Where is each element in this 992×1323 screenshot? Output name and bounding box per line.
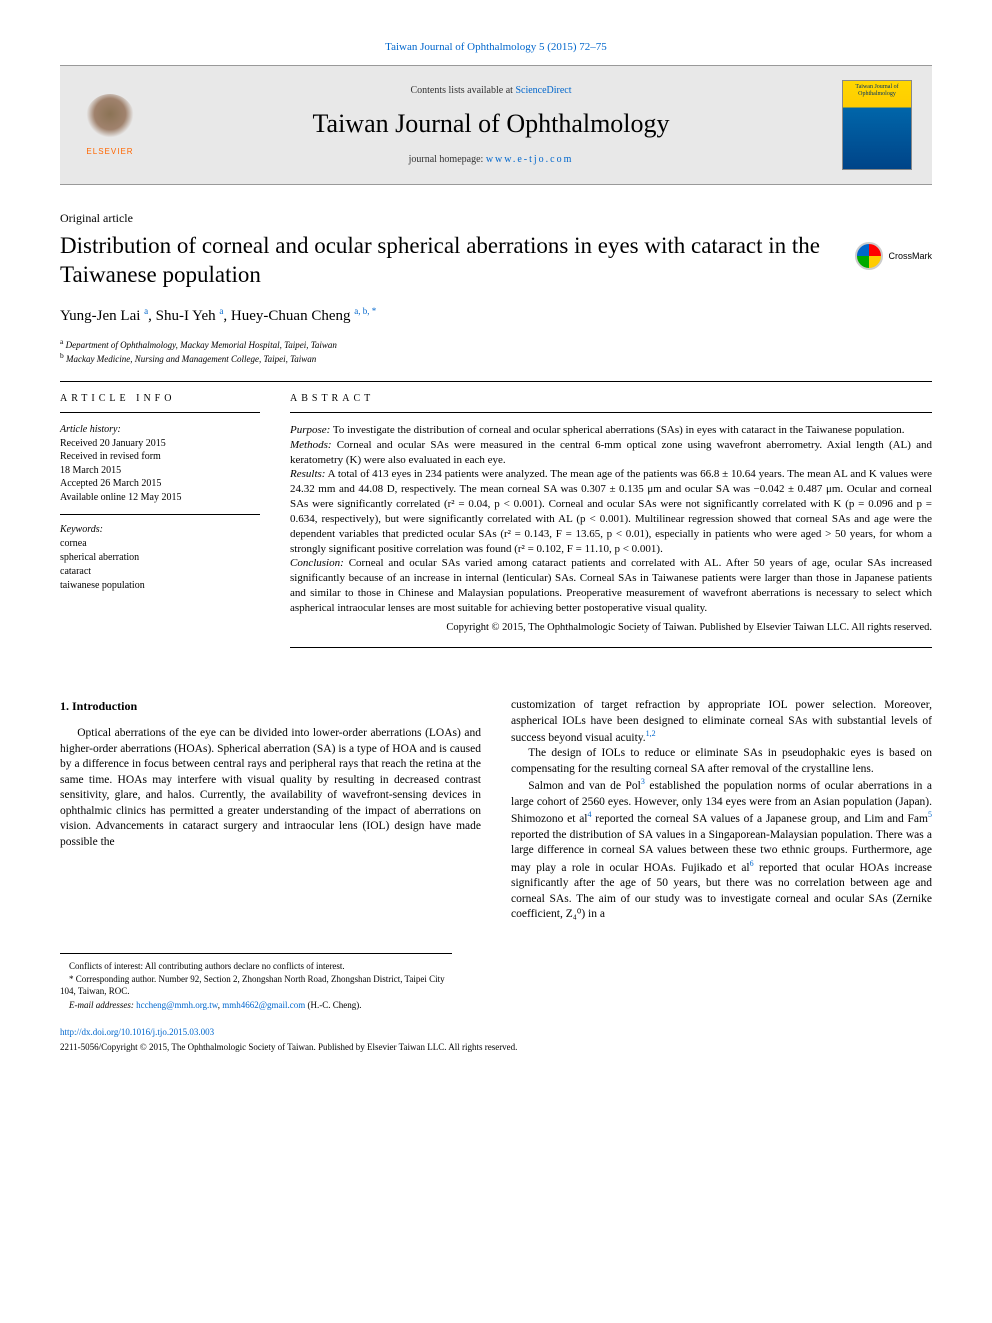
author-3: Huey-Chuan Cheng (231, 308, 351, 324)
abstract-copyright: Copyright © 2015, The Ophthalmologic Soc… (290, 621, 932, 635)
author-3-aff[interactable]: a, b, * (354, 306, 376, 316)
doi-line: http://dx.doi.org/10.1016/j.tjo.2015.03.… (60, 1026, 932, 1039)
elsevier-label: ELSEVIER (86, 146, 133, 157)
article-title: Distribution of corneal and ocular spher… (60, 232, 835, 290)
author-2: Shu-I Yeh (156, 308, 216, 324)
conclusion-text: Corneal and ocular SAs varied among cata… (290, 557, 932, 614)
affiliation-a: a Department of Ophthalmology, Mackay Me… (60, 337, 932, 352)
column-right: customization of target refraction by ap… (511, 698, 932, 923)
abstract-heading: ABSTRACT (290, 392, 932, 413)
crossmark-icon (855, 242, 883, 270)
history-accepted: Accepted 26 March 2015 (60, 477, 260, 491)
results-label: Results: (290, 468, 325, 480)
article-info-panel: ARTICLE INFO Article history: Received 2… (60, 392, 260, 658)
ref-5[interactable]: 5 (928, 810, 932, 819)
history-label: Article history: (60, 423, 260, 437)
author-2-aff[interactable]: a (219, 306, 223, 316)
email-label: E-mail addresses: (69, 1000, 134, 1010)
purpose-text: To investigate the distribution of corne… (330, 424, 904, 436)
article-info-heading: ARTICLE INFO (60, 392, 260, 413)
keyword-4: taiwanese population (60, 579, 260, 593)
contents-prefix: Contents lists available at (410, 85, 515, 96)
col1-para-1: Optical aberrations of the eye can be di… (60, 726, 481, 850)
cover-title: Taiwan Journal of Ophthalmology (843, 81, 911, 100)
keyword-1: cornea (60, 537, 260, 551)
keywords-label: Keywords: (60, 523, 260, 537)
sciencedirect-link[interactable]: ScienceDirect (515, 85, 571, 96)
affiliations: a Department of Ophthalmology, Mackay Me… (60, 337, 932, 366)
doi-link[interactable]: http://dx.doi.org/10.1016/j.tjo.2015.03.… (60, 1027, 214, 1037)
citation-link[interactable]: Taiwan Journal of Ophthalmology 5 (2015)… (385, 41, 607, 53)
history-revised-2: 18 March 2015 (60, 464, 260, 478)
footnotes: Conflicts of interest: All contributing … (60, 953, 452, 1012)
homepage-prefix: journal homepage: (409, 154, 486, 165)
history-online: Available online 12 May 2015 (60, 491, 260, 505)
col2-para-1: customization of target refraction by ap… (511, 698, 932, 746)
author-1: Yung-Jen Lai (60, 308, 140, 324)
banner-center: Contents lists available at ScienceDirec… (140, 84, 842, 166)
authors-line: Yung-Jen Lai a, Shu-I Yeh a, Huey-Chuan … (60, 305, 932, 327)
journal-homepage: journal homepage: www.e-tjo.com (140, 153, 842, 167)
email-line: E-mail addresses: hccheng@mmh.org.tw, mm… (60, 1000, 452, 1012)
affiliation-b: b Mackay Medicine, Nursing and Managemen… (60, 351, 932, 366)
keyword-2: spherical aberration (60, 551, 260, 565)
body-columns: 1. Introduction Optical aberrations of t… (60, 698, 932, 923)
column-left: 1. Introduction Optical aberrations of t… (60, 698, 481, 923)
methods-text: Corneal and ocular SAs were measured in … (290, 439, 932, 466)
history-received: Received 20 January 2015 (60, 437, 260, 451)
journal-citation: Taiwan Journal of Ophthalmology 5 (2015)… (60, 40, 932, 55)
crossmark-label: CrossMark (888, 250, 932, 263)
issn-copyright: 2211-5056/Copyright © 2015, The Ophthalm… (60, 1041, 932, 1054)
abstract-panel: ABSTRACT Purpose: To investigate the dis… (290, 392, 932, 658)
ref-1-2[interactable]: 1,2 (646, 729, 656, 738)
conclusion-label: Conclusion: (290, 557, 344, 569)
contents-available: Contents lists available at ScienceDirec… (140, 84, 842, 98)
journal-cover-thumbnail: Taiwan Journal of Ophthalmology (842, 80, 912, 170)
methods-label: Methods: (290, 439, 332, 451)
history-revised-1: Received in revised form (60, 450, 260, 464)
corresponding-author: * Corresponding author. Number 92, Secti… (60, 974, 452, 997)
info-divider (60, 514, 260, 515)
divider (60, 381, 932, 382)
email-1[interactable]: hccheng@mmh.org.tw (136, 1000, 218, 1010)
title-row: Distribution of corneal and ocular spher… (60, 232, 932, 290)
journal-banner: ELSEVIER Contents lists available at Sci… (60, 65, 932, 185)
results-text: A total of 413 eyes in 234 patients were… (290, 468, 932, 554)
section-1-heading: 1. Introduction (60, 698, 481, 714)
journal-name: Taiwan Journal of Ophthalmology (140, 106, 842, 142)
keywords-list: cornea spherical aberration cataract tai… (60, 537, 260, 593)
elsevier-tree-icon (85, 94, 135, 144)
keyword-3: cataract (60, 565, 260, 579)
elsevier-logo: ELSEVIER (80, 90, 140, 160)
crossmark-badge[interactable]: CrossMark (855, 242, 932, 270)
email-suffix: (H.-C. Cheng). (305, 1000, 361, 1010)
abstract-body: Purpose: To investigate the distribution… (290, 423, 932, 616)
author-1-aff[interactable]: a (144, 306, 148, 316)
article-type: Original article (60, 210, 932, 227)
abstract-bottom-rule (290, 647, 932, 648)
homepage-link[interactable]: www.e-tjo.com (486, 154, 574, 165)
info-abstract-row: ARTICLE INFO Article history: Received 2… (60, 392, 932, 658)
col2-para-3: Salmon and van de Pol3 established the p… (511, 777, 932, 922)
col2-para-2: The design of IOLs to reduce or eliminat… (511, 746, 932, 777)
conflicts-note: Conflicts of interest: All contributing … (60, 961, 452, 973)
purpose-label: Purpose: (290, 424, 330, 436)
email-2[interactable]: mmh4662@gmail.com (222, 1000, 305, 1010)
